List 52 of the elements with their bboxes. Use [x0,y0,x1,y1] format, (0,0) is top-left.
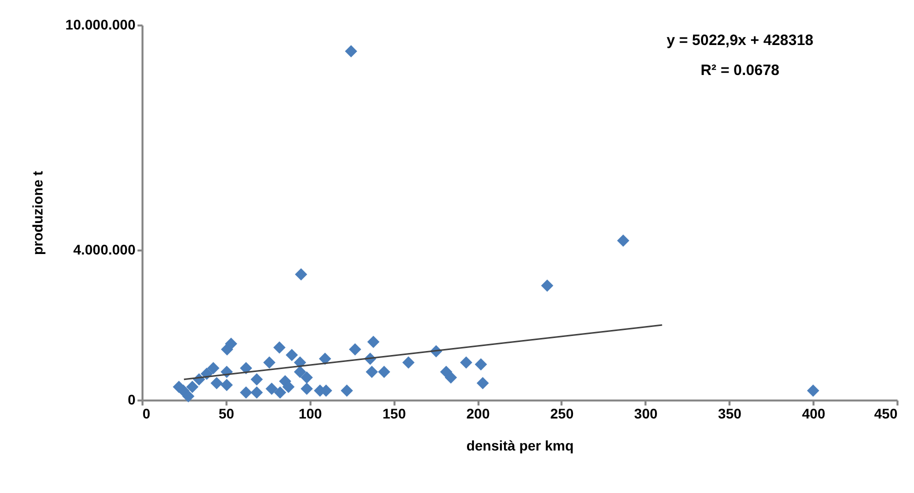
point [318,352,332,365]
y-tick-label: 0 [128,392,136,408]
point [367,336,380,348]
y-tick-label: 4.000.000 [73,242,136,258]
point [344,45,358,58]
point [806,384,820,397]
point [474,358,488,370]
y-tick-label: 10.000.000 [65,16,136,32]
x-tick-label: 250 [550,406,574,422]
point [476,377,489,390]
point [294,366,306,378]
point [348,343,362,356]
point [273,341,286,354]
x-tick-label: 200 [466,406,490,422]
x-tick-label: 350 [718,406,742,422]
point [263,356,276,369]
point [224,338,238,350]
x-tick-label: 300 [634,406,658,422]
x-tick-label: 0 [142,406,150,422]
point [300,371,313,384]
point [250,373,263,386]
point [617,234,630,247]
x-tick-label: 150 [382,406,406,422]
point [210,377,223,390]
x-tick-label: 450 [874,406,898,422]
y-axis-title: produzione t [29,170,46,255]
point [286,348,298,362]
point [282,380,295,393]
point [460,356,472,369]
point [378,366,390,378]
point [541,280,554,292]
point [300,382,313,395]
point [220,378,233,392]
annotation: R² = 0.0678 [700,62,780,79]
point [294,268,308,280]
point [402,356,415,369]
point [186,380,198,393]
point [250,386,263,399]
point [366,366,378,378]
point [240,386,252,399]
point [266,382,278,395]
point [207,362,220,374]
point [340,384,353,397]
point [240,362,252,374]
x-tick-label: 50 [218,406,234,422]
x-tick-label: 400 [802,406,826,422]
x-axis-title: densità per kmq [466,438,574,454]
x-tick-label: 100 [298,406,322,422]
point [444,371,458,384]
point [274,386,286,399]
point [182,390,194,402]
annotation: y = 5022,9x + 428318 [666,32,814,49]
